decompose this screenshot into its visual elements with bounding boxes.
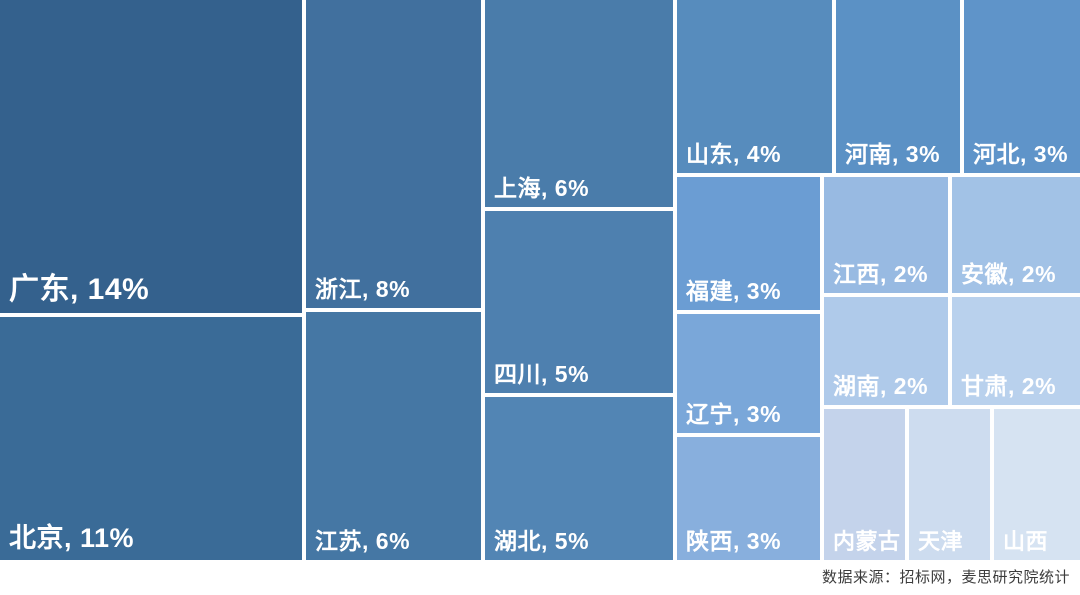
tile-label: 湖南, 2% — [833, 372, 929, 399]
tile-label: 湖北, 5% — [494, 527, 590, 554]
tile-label: 山西 — [1003, 528, 1049, 554]
tile-label: 上海, 6% — [494, 174, 590, 201]
tile-label: 北京, 11% — [9, 522, 135, 553]
treemap-tile-neimenggu: 内蒙古 — [824, 409, 905, 560]
treemap-tile-fujian: 福建, 3% — [677, 177, 820, 310]
tile-label: 广东, 14% — [9, 272, 150, 306]
tile-label: 浙江, 8% — [315, 275, 411, 302]
tile-label: 四川, 5% — [494, 360, 590, 387]
treemap-tile-liaoning: 辽宁, 3% — [677, 314, 820, 433]
treemap-tile-hebei: 河北, 3% — [964, 0, 1080, 173]
treemap-tile-jiangsu: 江苏, 6% — [306, 312, 481, 560]
tile-label: 辽宁, 3% — [686, 400, 782, 427]
treemap-tile-tianjin: 天津 — [909, 409, 990, 560]
treemap-tile-henan: 河南, 3% — [836, 0, 960, 173]
tile-label: 甘肃, 2% — [961, 372, 1057, 399]
treemap-tile-anhui: 安徽, 2% — [952, 177, 1080, 293]
treemap-tile-shanghai: 上海, 6% — [485, 0, 673, 207]
treemap-tile-shandong: 山东, 4% — [677, 0, 832, 173]
treemap-tile-sichuan: 四川, 5% — [485, 211, 673, 393]
treemap-tile-shaanxi: 陕西, 3% — [677, 437, 820, 560]
data-source-note: 数据来源：招标网，麦思研究院统计 — [821, 569, 1070, 586]
tile-label: 福建, 3% — [686, 277, 782, 304]
treemap-tile-hunan: 湖南, 2% — [824, 297, 948, 405]
tile-label: 河北, 3% — [973, 140, 1069, 167]
tile-label: 河南, 3% — [845, 140, 941, 167]
tile-label: 山东, 4% — [686, 140, 782, 167]
tile-label: 江西, 2% — [833, 260, 929, 287]
treemap: 广东, 14% 北京, 11% 浙江, 8% 江苏, 6% 上海, 6% 四川, 5% 湖北… — [0, 0, 1080, 560]
tile-label: 内蒙古 — [833, 528, 901, 554]
treemap-tile-beijing: 北京, 11% — [0, 317, 302, 560]
tile-label: 陕西, 3% — [686, 527, 782, 554]
treemap-tile-hubei: 湖北, 5% — [485, 397, 673, 560]
tile-label: 安徽, 2% — [961, 260, 1057, 287]
treemap-tile-shanxi: 山西 — [994, 409, 1080, 560]
treemap-tile-guangdong: 广东, 14% — [0, 0, 302, 313]
treemap-tile-gansu: 甘肃, 2% — [952, 297, 1080, 405]
tile-label: 天津 — [918, 528, 964, 554]
treemap-tile-zhejiang: 浙江, 8% — [306, 0, 481, 308]
treemap-tile-jiangxi: 江西, 2% — [824, 177, 948, 293]
tile-label: 江苏, 6% — [315, 527, 411, 554]
